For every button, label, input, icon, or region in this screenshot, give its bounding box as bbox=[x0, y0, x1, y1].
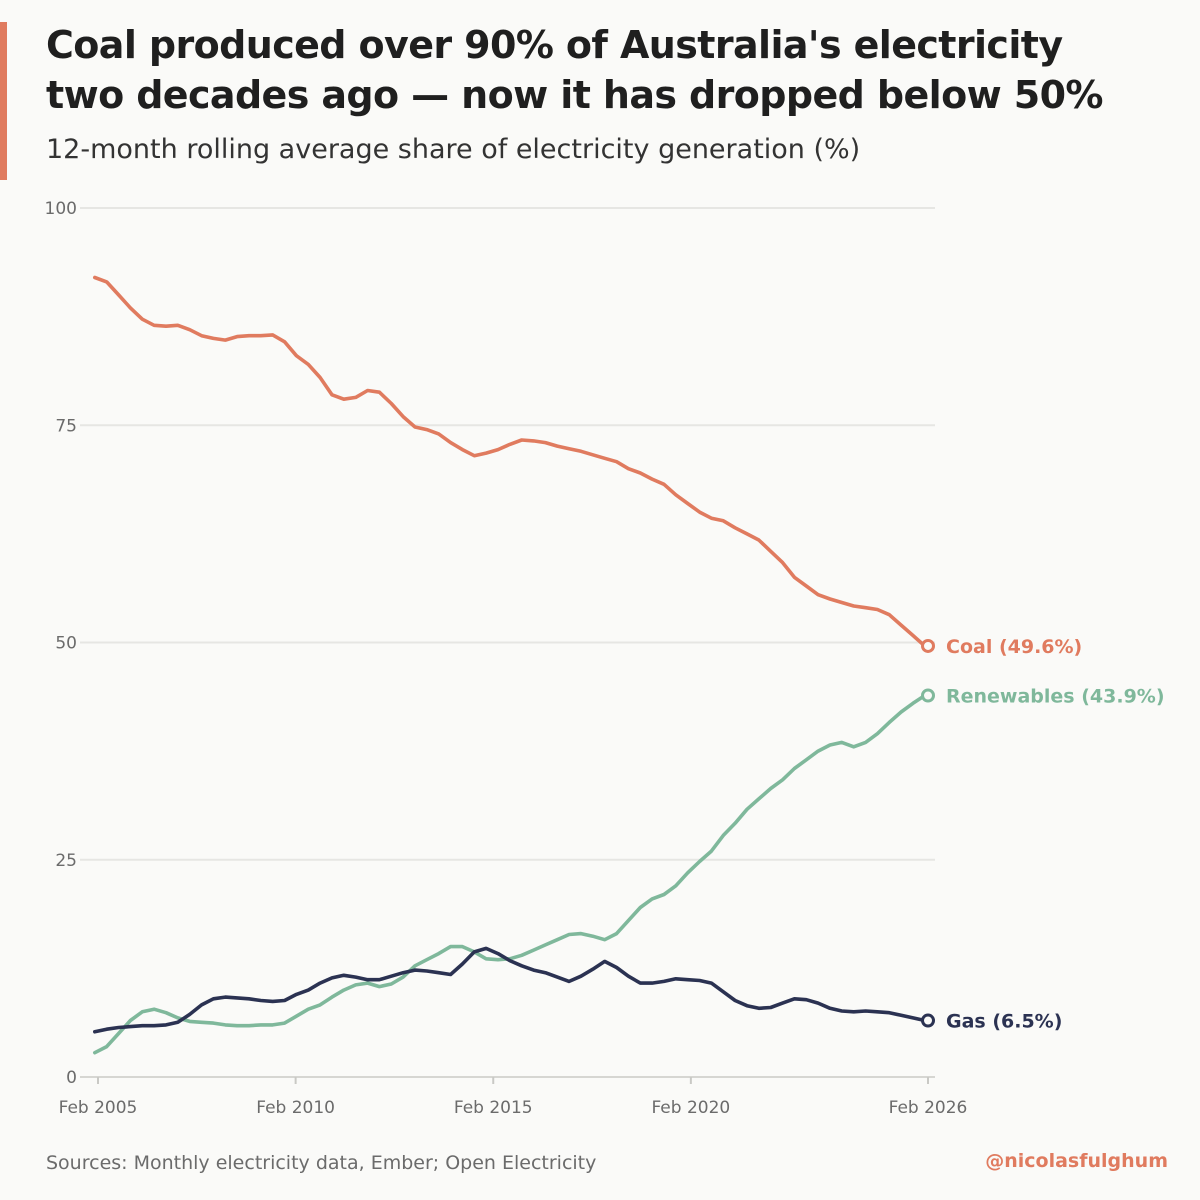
chart-title: Coal produced over 90% of Australia's el… bbox=[46, 20, 1186, 120]
y-tick-label: 0 bbox=[66, 1068, 77, 1088]
chart-title-line-2: two decades ago — now it has dropped bel… bbox=[46, 73, 1103, 117]
x-tick-label: Feb 2005 bbox=[59, 1098, 138, 1118]
grid-layer bbox=[80, 207, 935, 1078]
author-credit[interactable]: @nicolasfulghum bbox=[985, 1150, 1168, 1172]
source-note: Sources: Monthly electricity data, Ember… bbox=[46, 1152, 597, 1174]
coal-end-marker bbox=[921, 638, 935, 653]
x-tick-label: Feb 2020 bbox=[651, 1098, 730, 1118]
tick-layer: 0 25 50 75 100 Feb 2005 Feb 2010 Feb 2015 Feb 20… bbox=[45, 199, 968, 1118]
chart-title-line-1: Coal produced over 90% of Australia's el… bbox=[46, 23, 1063, 67]
renewables-end-marker bbox=[921, 688, 935, 703]
x-tick-label: Feb 2026 bbox=[889, 1098, 968, 1118]
y-tick-label: 25 bbox=[55, 851, 77, 871]
chart-subtitle: 12-month rolling average share of electr… bbox=[46, 134, 861, 165]
y-tick-label: 50 bbox=[55, 634, 77, 654]
label-layer: Coal (49.6%) Renewables (43.9%) Gas (6.5%) bbox=[946, 636, 1165, 1033]
y-tick-label: 75 bbox=[55, 416, 77, 436]
coal-series-line bbox=[93, 275, 927, 648]
gas-series-line bbox=[93, 946, 927, 1034]
gas-end-label: Gas (6.5%) bbox=[946, 1011, 1062, 1033]
y-tick-label: 100 bbox=[45, 199, 77, 219]
x-tick-label: Feb 2010 bbox=[256, 1098, 335, 1118]
coal-end-label: Coal (49.6%) bbox=[946, 636, 1082, 658]
gas-end-marker bbox=[921, 1013, 935, 1028]
accent-bar bbox=[0, 22, 7, 180]
renewables-end-label: Renewables (43.9%) bbox=[946, 686, 1165, 708]
x-tick-label: Feb 2015 bbox=[454, 1098, 533, 1118]
series-layer bbox=[93, 275, 935, 1055]
